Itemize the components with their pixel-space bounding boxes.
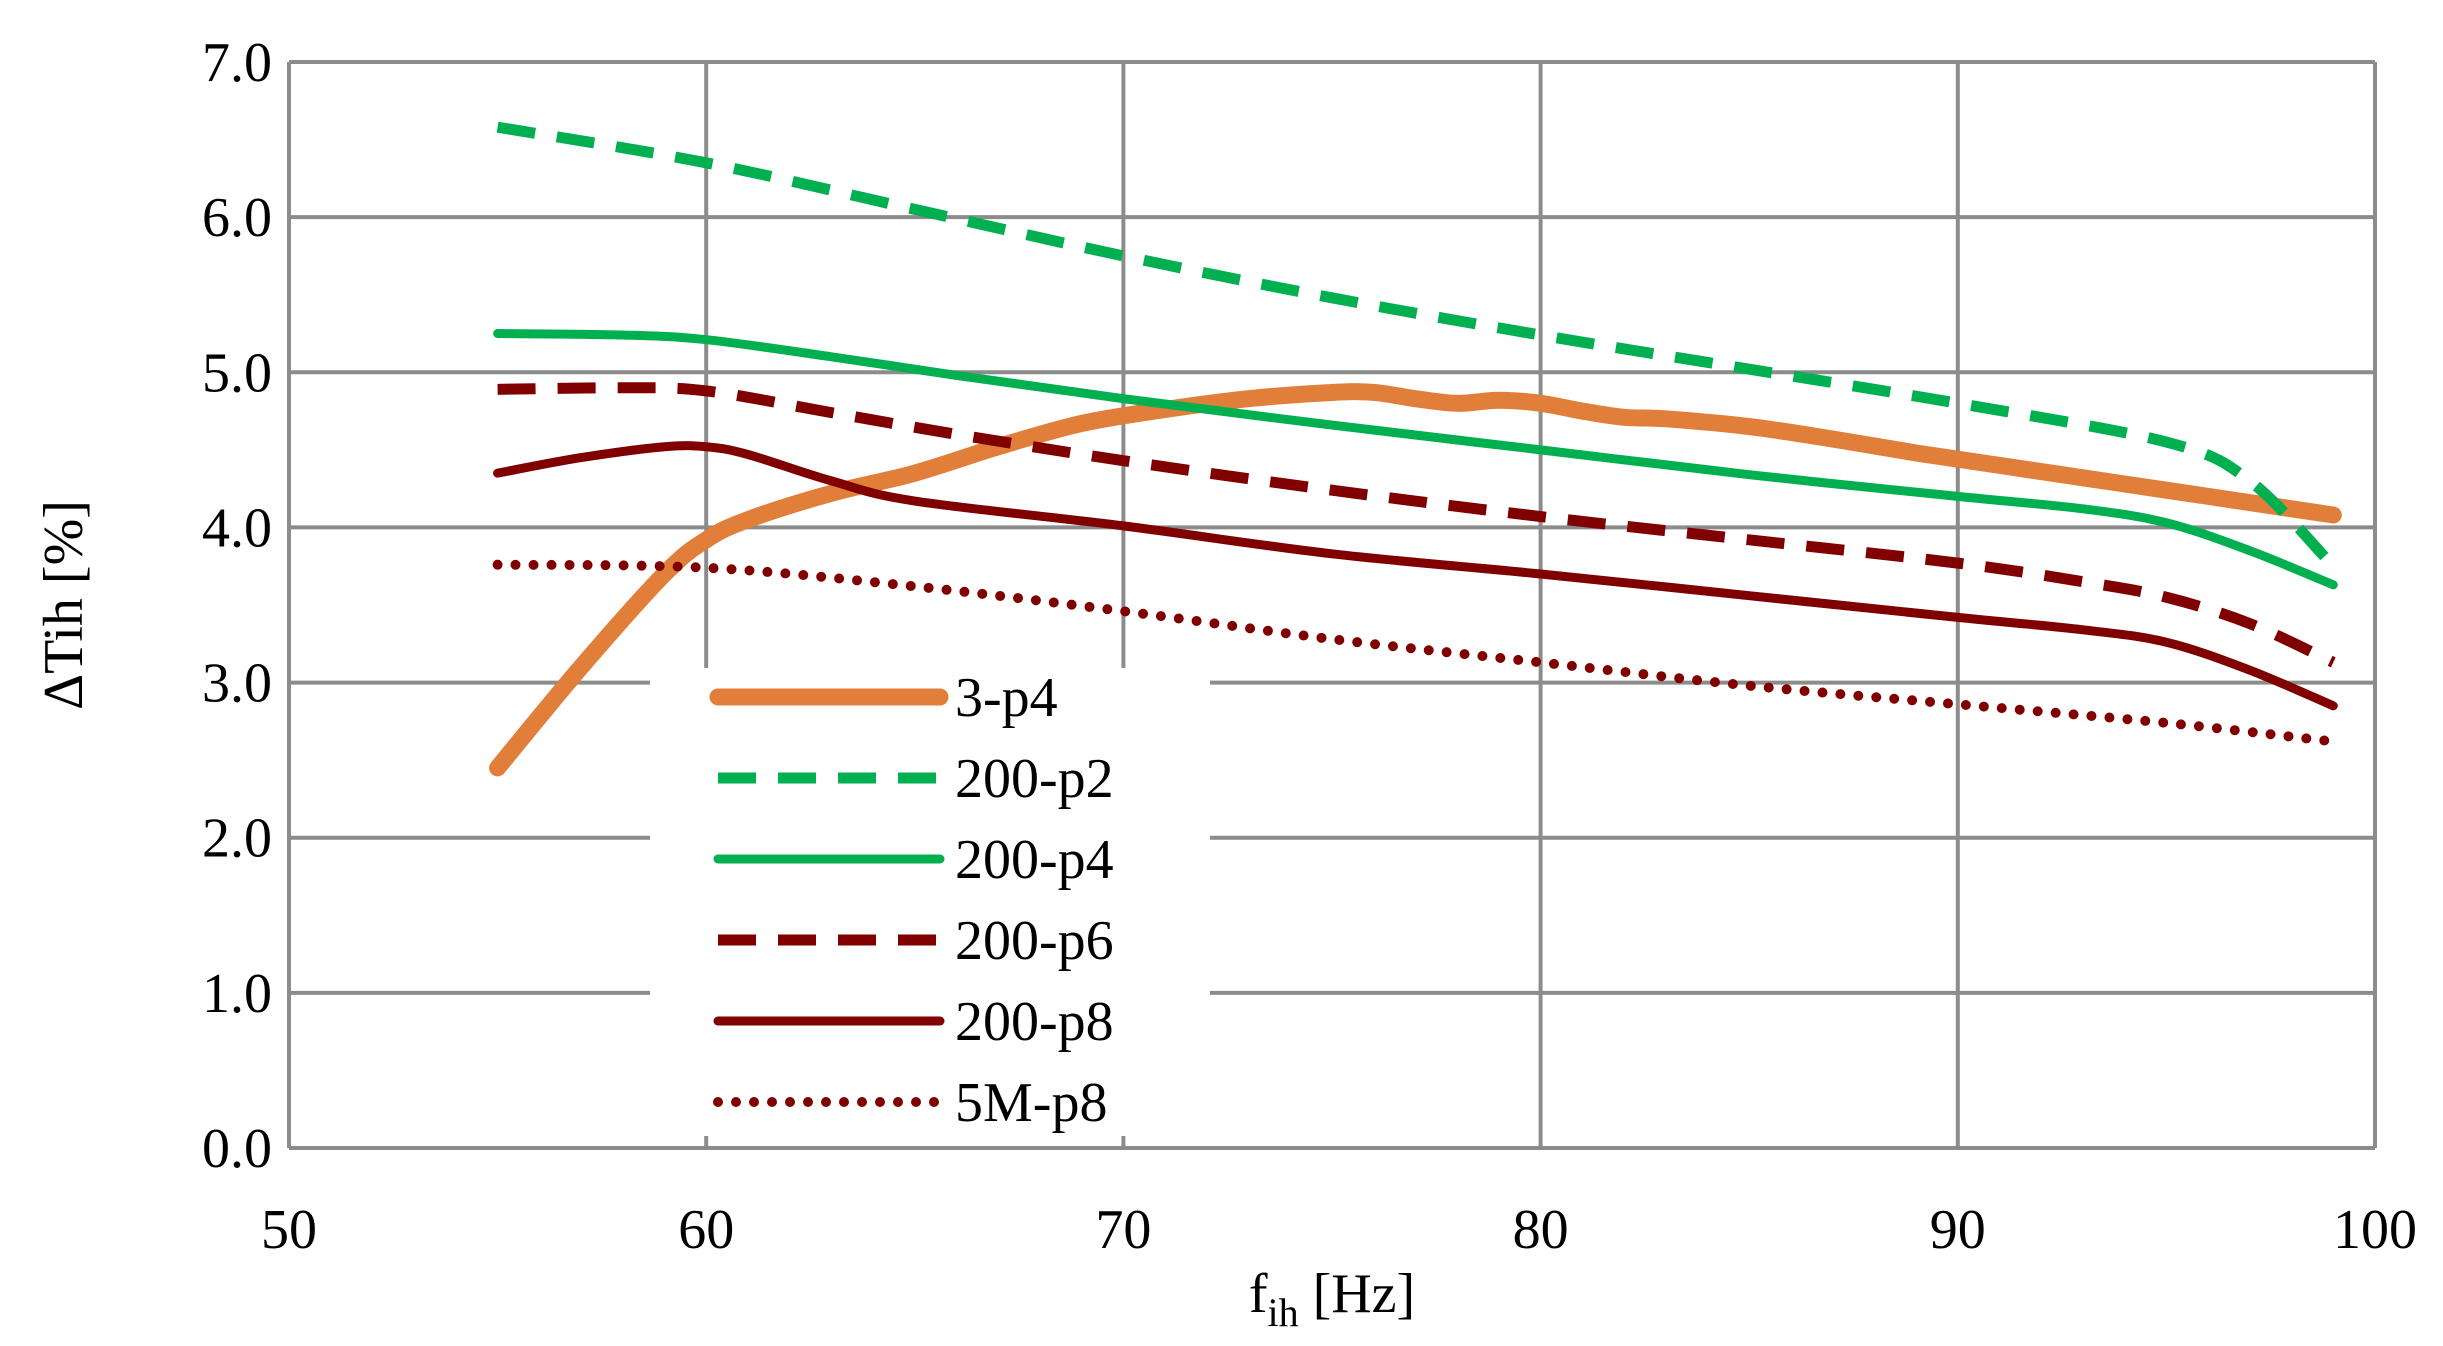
legend-label-200-p6: 200-p6 xyxy=(955,910,1114,972)
legend-label-200-p2: 200-p2 xyxy=(955,748,1114,810)
x-axis-title-main: f xyxy=(1249,1263,1268,1325)
legend-label-5M-p8: 5M-p8 xyxy=(955,1072,1107,1134)
x-tick-label-5: 100 xyxy=(2333,1199,2417,1261)
y-tick-label-7: 7.0 xyxy=(202,32,272,94)
y-tick-label-4: 4.0 xyxy=(202,497,272,559)
legend-label-3-p4: 3-p4 xyxy=(955,667,1058,729)
y-tick-label-1: 1.0 xyxy=(202,963,272,1025)
x-axis-title-unit: [Hz] xyxy=(1299,1263,1416,1325)
series-line-200-p8 xyxy=(493,441,2338,711)
legend-box xyxy=(650,668,1210,1136)
x-tick-label-1: 60 xyxy=(678,1199,734,1261)
y-tick-label-3: 3.0 xyxy=(202,653,272,715)
series-line-200-p4 xyxy=(493,329,2338,590)
y-tick-label-6: 6.0 xyxy=(202,187,272,249)
axes: 0.0 1.0 2.0 3.0 4.0 5.0 6.0 7.0 50 60 70 80 90 100 fih… xyxy=(33,32,2417,1335)
x-axis-title: fih [Hz] xyxy=(1249,1263,1415,1335)
x-tick-label-4: 90 xyxy=(1930,1199,1986,1261)
x-tick-label-2: 70 xyxy=(1095,1199,1151,1261)
y-axis-title: ΔTih [%] xyxy=(33,500,95,710)
y-tick-label-5: 5.0 xyxy=(202,342,272,404)
series-group xyxy=(489,121,2342,777)
legend: 3-p4 200-p2 200-p4 200-p6 200-p8 5M-p8 xyxy=(650,667,1210,1136)
series-line-3-p4 xyxy=(489,383,2342,777)
grid xyxy=(287,60,2377,1150)
legend-label-200-p4: 200-p4 xyxy=(955,829,1114,891)
legend-label-200-p8: 200-p8 xyxy=(955,991,1114,1053)
x-axis-title-subscript: ih xyxy=(1267,1290,1298,1335)
x-tick-label-3: 80 xyxy=(1513,1199,1569,1261)
series-line-200-p2 xyxy=(496,121,2338,571)
y-tick-label-2: 2.0 xyxy=(202,808,272,870)
y-tick-label-0: 0.0 xyxy=(202,1118,272,1180)
x-tick-label-0: 50 xyxy=(261,1199,317,1261)
series-line-5M-p8 xyxy=(492,559,2339,747)
series-line-200-p6 xyxy=(497,382,2336,668)
